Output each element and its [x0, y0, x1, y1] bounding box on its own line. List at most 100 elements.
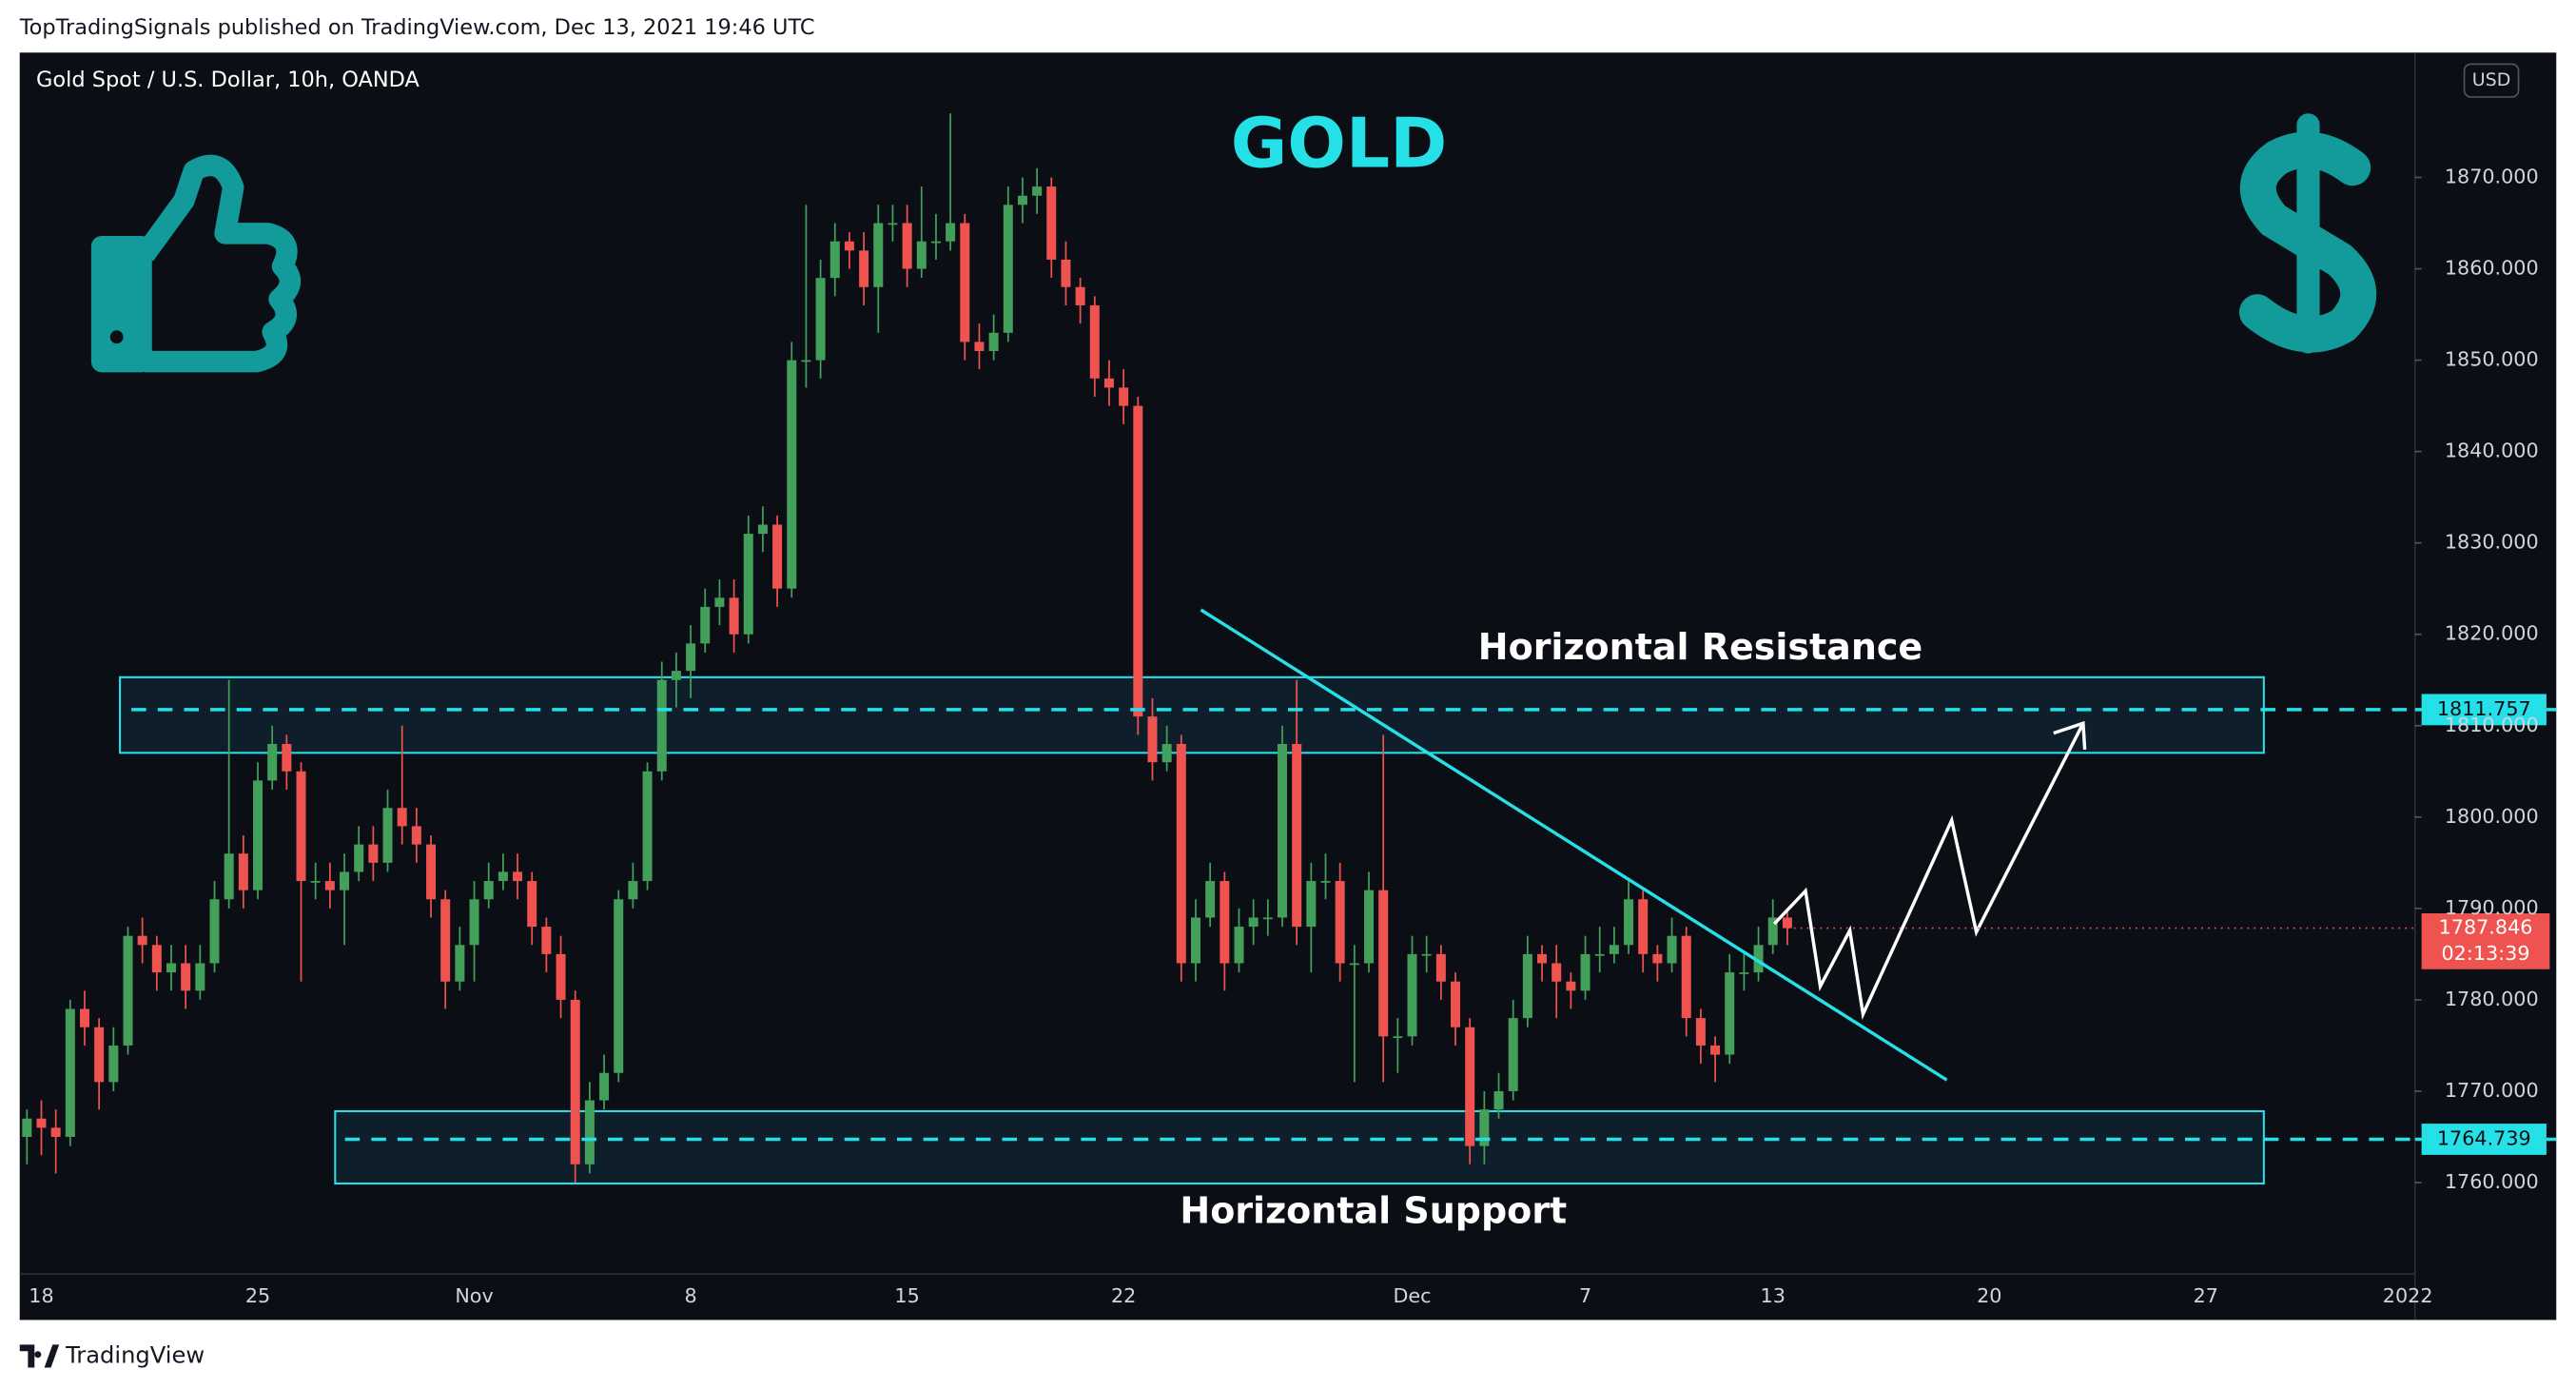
candle-body — [1234, 927, 1244, 964]
candle-body — [296, 771, 306, 882]
resistance-annotation: Horizontal Resistance — [1478, 626, 1922, 668]
candle-body — [729, 597, 739, 635]
candle-body — [50, 1127, 61, 1137]
candle-body — [1032, 186, 1043, 196]
candle-body — [1522, 953, 1532, 1019]
candle-body — [527, 881, 537, 928]
candle-body — [94, 1027, 105, 1083]
candle-body — [946, 223, 956, 242]
publish-info: TopTradingSignals published on TradingVi… — [19, 15, 815, 40]
candle-body — [801, 360, 811, 362]
candle-body — [599, 1072, 610, 1101]
dollar-s — [2238, 131, 2377, 353]
candle-body — [195, 963, 205, 991]
candle-body — [1190, 917, 1200, 964]
candle-body — [1393, 1036, 1403, 1039]
candle-body — [513, 871, 523, 882]
resistance-zone — [119, 675, 2265, 754]
candle-body — [324, 881, 335, 890]
candle-body — [498, 871, 508, 882]
candle-body — [455, 945, 465, 982]
candle-body — [1119, 387, 1129, 406]
y-tick-label: 1860.000 — [2445, 257, 2539, 280]
candle-body — [1075, 286, 1085, 305]
candle-body — [1767, 917, 1778, 946]
candle-body — [1103, 378, 1114, 388]
candle-body — [354, 844, 364, 872]
candle-body — [1624, 899, 1634, 946]
y-tick-label: 1830.000 — [2445, 531, 2539, 554]
candle-body — [1349, 963, 1359, 966]
candle-body — [1017, 195, 1027, 205]
candle-body — [772, 524, 783, 589]
candle-body — [1652, 953, 1663, 964]
support-annotation: Horizontal Support — [1180, 1190, 1567, 1232]
candle-body — [440, 899, 451, 982]
candle-body — [1421, 953, 1432, 956]
currency-box — [2463, 63, 2520, 98]
candle-body — [974, 342, 985, 351]
x-tick-label: 8 — [684, 1284, 696, 1307]
candle-body — [844, 241, 854, 251]
candle-body — [1695, 1018, 1706, 1046]
x-tick-label: 15 — [894, 1284, 919, 1307]
candle-body — [888, 223, 898, 225]
candle-body — [1220, 881, 1230, 964]
projection-arrowhead — [2053, 720, 2087, 750]
candle-body — [1003, 205, 1013, 333]
candle-body — [642, 771, 653, 882]
candle-body — [1176, 743, 1186, 964]
candle-body — [1147, 716, 1158, 763]
x-tick-label: 22 — [1111, 1284, 1136, 1307]
candle-body — [1681, 935, 1691, 1019]
symbol-label: Gold Spot / U.S. Dollar, 10h, OANDA — [36, 68, 420, 92]
support-zone — [334, 1109, 2265, 1185]
candle-body — [1638, 899, 1649, 954]
candle-body — [151, 945, 162, 973]
candle-body — [108, 1045, 119, 1083]
candle-body — [340, 871, 350, 890]
candle-body — [1493, 1090, 1504, 1110]
candle-body — [1739, 972, 1749, 974]
thumb-cuff — [90, 235, 152, 373]
candle-body — [483, 881, 494, 900]
trend-line — [1200, 608, 1948, 1082]
candle-body — [1407, 953, 1417, 1037]
thumb-hand — [135, 154, 302, 373]
candle-body — [1508, 1018, 1518, 1091]
candle-body — [556, 953, 566, 1000]
candle-body — [1435, 953, 1446, 982]
x-tick-label: Dec — [1393, 1284, 1431, 1307]
candle-body — [902, 223, 912, 269]
candle-body — [382, 808, 393, 863]
candle-body — [541, 927, 552, 954]
candle-body — [224, 853, 234, 900]
candle-body — [65, 1008, 75, 1137]
candle-body — [1306, 881, 1317, 928]
thumbs-up-icon — [90, 154, 302, 373]
x-tick-label: 27 — [2194, 1284, 2218, 1307]
candle-body — [1262, 917, 1273, 920]
candle-body — [815, 278, 826, 361]
countdown-label: 02:13:39 — [2441, 942, 2529, 965]
chart-title: GOLD — [1231, 105, 1448, 185]
candle-body — [960, 223, 970, 342]
candle-body — [829, 241, 840, 279]
candle-body — [397, 808, 407, 827]
candle-body — [238, 853, 248, 890]
candle-body — [1580, 953, 1590, 991]
tradingview-logo — [19, 1344, 60, 1368]
candle-body — [282, 743, 292, 772]
candle-body — [1782, 917, 1792, 929]
y-tick-label: 1770.000 — [2445, 1079, 2539, 1102]
y-tick-label: 1870.000 — [2445, 165, 2539, 187]
thumb-dot — [109, 330, 124, 344]
candle-body — [1335, 881, 1345, 964]
candle-body — [916, 241, 927, 269]
candle-body — [1205, 881, 1216, 918]
brand-label: TradingView — [65, 1341, 205, 1368]
candle-body — [368, 844, 379, 863]
y-tick-label: 1850.000 — [2445, 348, 2539, 371]
